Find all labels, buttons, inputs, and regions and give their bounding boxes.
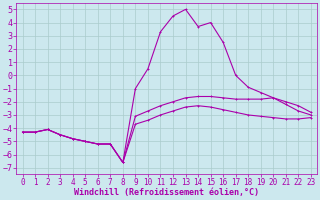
X-axis label: Windchill (Refroidissement éolien,°C): Windchill (Refroidissement éolien,°C) [74, 188, 259, 197]
